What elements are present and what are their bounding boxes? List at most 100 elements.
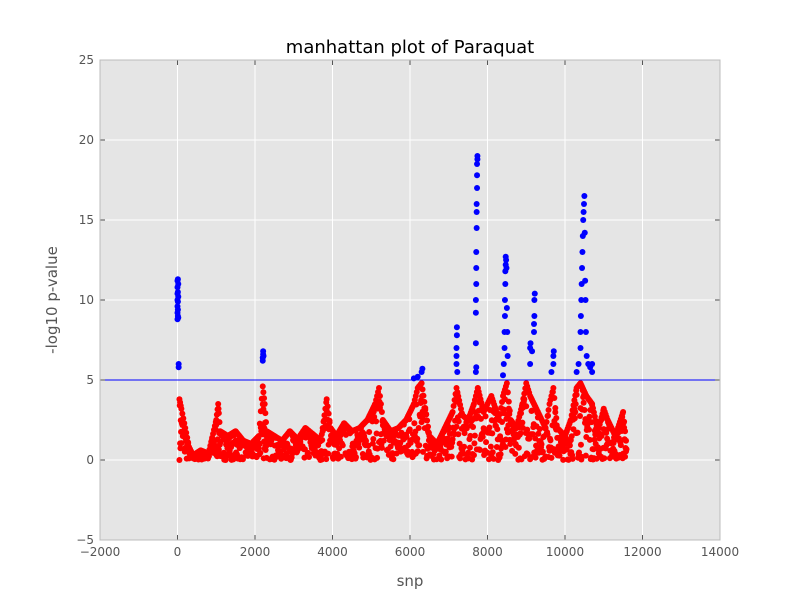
data-point-red xyxy=(574,429,581,436)
data-point-red xyxy=(502,444,509,451)
data-point-red xyxy=(552,409,559,416)
data-point-red xyxy=(489,449,496,456)
data-point-blue xyxy=(500,372,506,379)
data-point-red xyxy=(590,446,597,453)
data-point-red xyxy=(289,450,296,457)
data-point-red xyxy=(418,380,425,387)
data-point-red xyxy=(545,412,552,419)
data-point-blue xyxy=(501,313,508,319)
data-point-red xyxy=(494,426,501,433)
data-point-red xyxy=(586,413,593,420)
data-point-red xyxy=(423,411,430,418)
data-point-blue xyxy=(453,345,460,351)
data-point-red xyxy=(179,410,186,417)
data-point-red xyxy=(486,424,493,431)
data-point-red xyxy=(259,383,266,390)
data-point-red xyxy=(463,425,470,432)
data-point-red xyxy=(524,426,531,433)
data-point-red xyxy=(215,410,222,417)
data-point-red xyxy=(545,407,552,413)
data-point-blue xyxy=(582,329,589,335)
data-point-red xyxy=(623,446,630,453)
data-point-red xyxy=(449,436,456,443)
data-point-red xyxy=(499,419,506,426)
data-point-blue xyxy=(453,353,460,359)
data-point-red xyxy=(376,393,383,399)
data-point-red xyxy=(548,454,555,461)
data-point-red xyxy=(490,455,497,462)
data-point-blue xyxy=(503,257,510,263)
data-point-red xyxy=(467,432,474,439)
data-point-blue xyxy=(581,229,588,236)
data-point-red xyxy=(456,440,463,447)
data-point-red xyxy=(610,440,617,447)
data-point-red xyxy=(497,451,504,458)
data-point-red xyxy=(453,423,460,430)
data-point-red xyxy=(411,420,418,427)
data-point-blue xyxy=(577,329,584,335)
data-point-blue xyxy=(473,225,480,231)
data-point-red xyxy=(470,423,477,430)
data-point-red xyxy=(414,435,421,442)
data-point-red xyxy=(406,416,413,423)
data-point-red xyxy=(181,420,188,427)
data-point-red xyxy=(585,426,592,433)
data-point-red xyxy=(552,405,559,411)
data-point-red xyxy=(604,435,611,442)
data-point-red xyxy=(477,415,484,422)
data-point-red xyxy=(424,417,431,424)
data-point-red xyxy=(450,403,457,409)
data-point-blue xyxy=(503,265,510,271)
data-point-red xyxy=(487,443,494,450)
data-point-red xyxy=(551,395,558,401)
data-point-blue xyxy=(454,369,461,375)
data-point-blue xyxy=(504,353,511,359)
data-point-blue xyxy=(474,156,481,163)
data-point-blue xyxy=(582,297,589,303)
data-point-blue xyxy=(580,201,587,207)
data-point-red xyxy=(370,435,377,442)
data-point-blue xyxy=(174,306,181,313)
data-point-red xyxy=(378,444,385,451)
data-point-red xyxy=(416,442,423,449)
data-point-red xyxy=(538,441,545,448)
data-point-red xyxy=(176,456,183,463)
data-point-red xyxy=(373,418,380,425)
data-point-blue xyxy=(550,353,557,359)
data-point-red xyxy=(461,430,468,437)
data-point-red xyxy=(390,456,397,463)
data-point-blue xyxy=(174,276,181,283)
x-tick-label: 2000 xyxy=(240,545,271,559)
data-point-blue xyxy=(550,361,557,367)
data-point-blue xyxy=(174,298,181,305)
data-point-blue xyxy=(550,348,557,355)
data-point-red xyxy=(571,415,578,422)
data-point-red xyxy=(425,423,432,430)
data-point-red xyxy=(573,391,580,398)
data-point-blue xyxy=(474,185,481,191)
data-point-red xyxy=(470,452,477,459)
data-point-red xyxy=(623,437,630,444)
data-point-red xyxy=(376,385,382,391)
data-point-blue xyxy=(501,297,508,303)
x-tick-label: 14000 xyxy=(701,545,739,559)
data-point-red xyxy=(406,426,413,433)
data-point-red xyxy=(483,439,490,446)
data-point-red xyxy=(422,405,429,412)
data-point-red xyxy=(553,415,560,421)
data-point-red xyxy=(521,390,528,397)
y-tick-label: 0 xyxy=(86,453,94,467)
data-point-red xyxy=(449,409,456,415)
data-point-blue xyxy=(575,361,582,367)
data-point-red xyxy=(622,428,629,435)
data-point-blue xyxy=(578,297,585,303)
data-point-red xyxy=(222,456,229,463)
data-point-blue xyxy=(473,265,480,271)
data-point-red xyxy=(489,430,496,437)
data-point-red xyxy=(536,425,543,432)
data-point-red xyxy=(306,453,313,460)
data-point-red xyxy=(377,401,384,407)
data-point-red xyxy=(325,410,332,417)
data-point-red xyxy=(577,413,584,420)
